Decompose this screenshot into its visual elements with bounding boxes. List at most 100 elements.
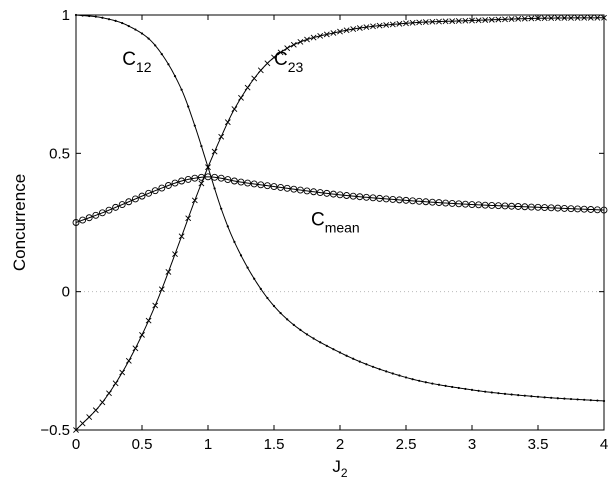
data-point (151, 187, 159, 195)
data-point (345, 354, 348, 357)
data-point (541, 15, 548, 22)
data-point (536, 395, 540, 398)
data-point (200, 144, 203, 148)
data-point (461, 200, 469, 208)
data-point (264, 60, 271, 67)
data-point (152, 302, 159, 309)
data-point (154, 44, 157, 47)
data-point (270, 183, 278, 190)
data-point (515, 15, 522, 22)
data-point (554, 15, 561, 21)
data-point (79, 216, 87, 224)
data-point (85, 214, 93, 222)
data-point (220, 207, 223, 210)
data-point (534, 203, 542, 211)
data-point (358, 360, 361, 363)
data-point (402, 196, 410, 204)
data-point (596, 399, 599, 402)
data-point (370, 23, 376, 30)
data-point (587, 206, 595, 213)
data-point (198, 180, 205, 187)
data-point (253, 277, 256, 280)
data-point (246, 266, 249, 269)
data-point (299, 328, 302, 331)
data-point (429, 18, 436, 25)
data-point (165, 269, 172, 275)
data-point (363, 24, 370, 31)
y-tick-label: −0.5 (40, 422, 70, 439)
data-point (257, 181, 265, 189)
data-point (233, 240, 236, 243)
data-point (350, 26, 357, 32)
data-point (127, 24, 130, 28)
data-point (395, 196, 403, 204)
data-point (292, 323, 295, 326)
x-tick-label: 3 (468, 436, 476, 453)
data-point (477, 389, 480, 392)
data-point (303, 187, 311, 195)
tick-layer: 0 0.5 1 1.5 2 2.5 3 3.5 4−0.500.51 (40, 7, 608, 453)
data-point (343, 192, 351, 199)
data-point (277, 49, 284, 56)
series-line (75, 176, 605, 223)
data-point (140, 32, 144, 35)
data-point (594, 14, 601, 21)
data-point (482, 17, 489, 23)
data-point (271, 54, 277, 61)
data-point (378, 368, 381, 371)
data-point (173, 75, 177, 78)
data-point (125, 198, 133, 206)
data-point (389, 195, 397, 203)
data-point (457, 386, 460, 390)
data-point (470, 388, 474, 391)
data-point (416, 19, 423, 26)
x-tick-label: 1.5 (264, 436, 285, 453)
data-point (376, 194, 384, 202)
data-point (510, 393, 513, 396)
data-point (284, 45, 291, 52)
data-point (244, 84, 251, 91)
data-point (218, 133, 225, 140)
data-point (296, 186, 304, 194)
data-point (418, 379, 421, 382)
data-point (349, 192, 357, 200)
data-point (484, 390, 487, 393)
data-point (310, 34, 317, 41)
data-point (352, 357, 355, 360)
data-point (548, 15, 555, 22)
series-layer (72, 13, 608, 433)
data-point (568, 15, 574, 21)
data-point (217, 174, 225, 182)
data-point (436, 18, 442, 25)
data-point (488, 16, 495, 23)
data-point (211, 173, 219, 181)
data-point (134, 28, 137, 31)
data-point (178, 233, 185, 240)
data-point (389, 21, 396, 28)
data-point (277, 183, 285, 191)
data-point (92, 211, 100, 219)
data-point (451, 385, 454, 389)
data-point (279, 311, 282, 315)
data-point (131, 195, 139, 203)
data-point (475, 17, 482, 24)
data-point (319, 341, 322, 344)
data-point (587, 14, 594, 21)
data-point (325, 344, 328, 347)
data-point (376, 22, 383, 29)
data-point (409, 197, 417, 205)
data-point (272, 304, 276, 308)
annotation-main: C (274, 49, 288, 70)
data-point (424, 381, 427, 384)
x-axis-label-main: J (332, 457, 341, 476)
data-point (371, 365, 375, 368)
data-point (561, 15, 568, 21)
data-point (490, 391, 493, 394)
data-point (556, 397, 559, 400)
data-point (79, 420, 86, 427)
data-point (581, 14, 588, 21)
data-point (164, 182, 172, 189)
data-point (475, 201, 483, 209)
